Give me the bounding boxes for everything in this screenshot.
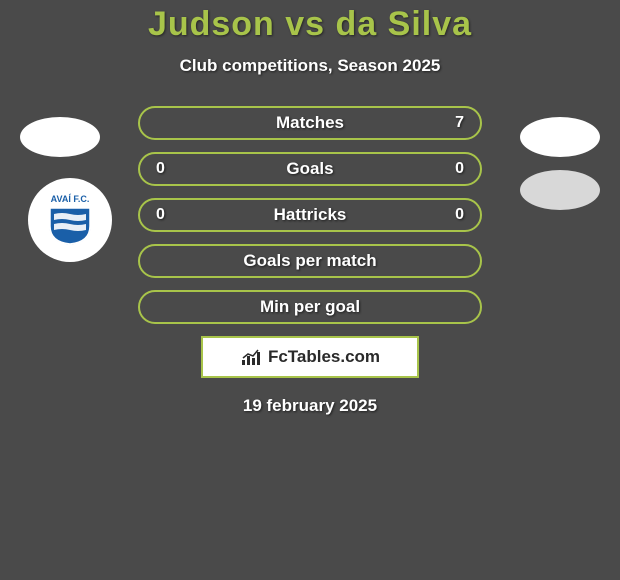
stat-label: Goals	[286, 159, 333, 179]
stat-row-min-per-goal: Min per goal	[138, 290, 482, 324]
footer-logo-text: FcTables.com	[268, 347, 380, 367]
stat-row-hattricks: 0 Hattricks 0	[138, 198, 482, 232]
stat-label: Min per goal	[260, 297, 360, 317]
page-subtitle: Club competitions, Season 2025	[0, 56, 620, 76]
stat-label: Goals per match	[243, 251, 376, 271]
stat-row-matches: Matches 7	[138, 106, 482, 140]
stat-label: Hattricks	[274, 205, 347, 225]
stat-label: Matches	[276, 113, 344, 133]
stat-right-value: 7	[452, 114, 464, 132]
stat-right-value: 0	[452, 206, 464, 224]
stat-left-value: 0	[156, 206, 168, 224]
date-text: 19 february 2025	[0, 396, 620, 416]
stat-row-goals: 0 Goals 0	[138, 152, 482, 186]
header: Judson vs da Silva Club competitions, Se…	[0, 0, 620, 76]
stat-right-value: 0	[452, 160, 464, 178]
stat-left-value: 0	[156, 160, 168, 178]
footer-logo[interactable]: FcTables.com	[201, 336, 419, 378]
stats-container: Matches 7 0 Goals 0 0 Hattricks 0 Goals …	[0, 106, 620, 416]
chart-icon	[240, 348, 264, 366]
page-title: Judson vs da Silva	[0, 5, 620, 44]
stat-row-goals-per-match: Goals per match	[138, 244, 482, 278]
